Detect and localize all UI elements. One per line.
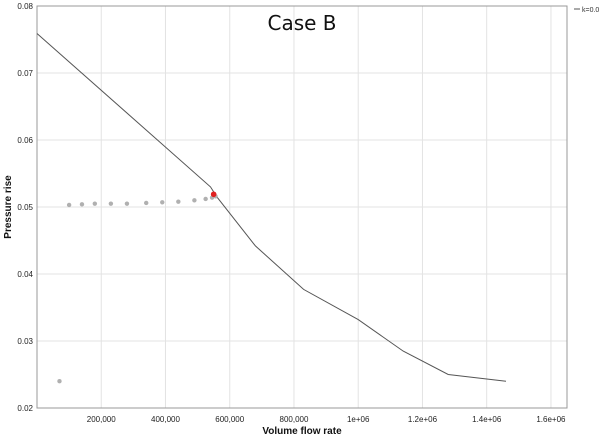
scatter-point [203,196,208,202]
x-axis-label: Volume flow rate [262,426,342,437]
scatter-point [66,202,72,208]
x-tick-label: 400,000 [151,415,180,424]
y-tick-label: 0.04 [17,270,33,279]
x-tick-label: 1e+06 [347,415,370,424]
scatter-point [57,379,62,384]
y-tick-label: 0.03 [17,337,33,346]
x-tick-label: 600,000 [215,415,244,424]
scatter-point [92,201,98,206]
legend-label: k=0.0 [582,7,599,14]
scatter-point [124,201,130,206]
tick-labels: 200,000 400,000 600,000 800,000 1e+06 1.2e+06… [17,2,566,424]
legend[interactable]: k=0.0 [574,7,599,14]
data-layer [36,33,507,384]
y-tick-label: 0.06 [17,136,33,145]
plot-frame [36,5,568,409]
scatter-point [192,198,197,203]
scatter-point [176,199,181,204]
scatter-point [160,200,165,205]
x-tick-label: 1.2e+06 [408,415,438,424]
grid [37,5,567,409]
chart-title: Case B [267,11,336,35]
highlight-point[interactable] [210,191,217,198]
x-tick-label: 200,000 [87,415,116,424]
x-tick-label: 1.6e+06 [536,415,566,424]
y-axis-label: Pressure rise [3,175,14,239]
scatter-point [79,202,85,207]
y-tick-label: 0.02 [17,404,33,413]
series-line [36,33,507,382]
scatter-point [144,200,149,206]
y-tick-label: 0.07 [17,69,33,78]
scatter-point [108,201,114,206]
y-tick-label: 0.05 [17,203,33,212]
x-tick-label: 800,000 [280,415,309,424]
x-tick-label: 1.4e+06 [472,415,502,424]
y-tick-label: 0.08 [17,2,33,11]
